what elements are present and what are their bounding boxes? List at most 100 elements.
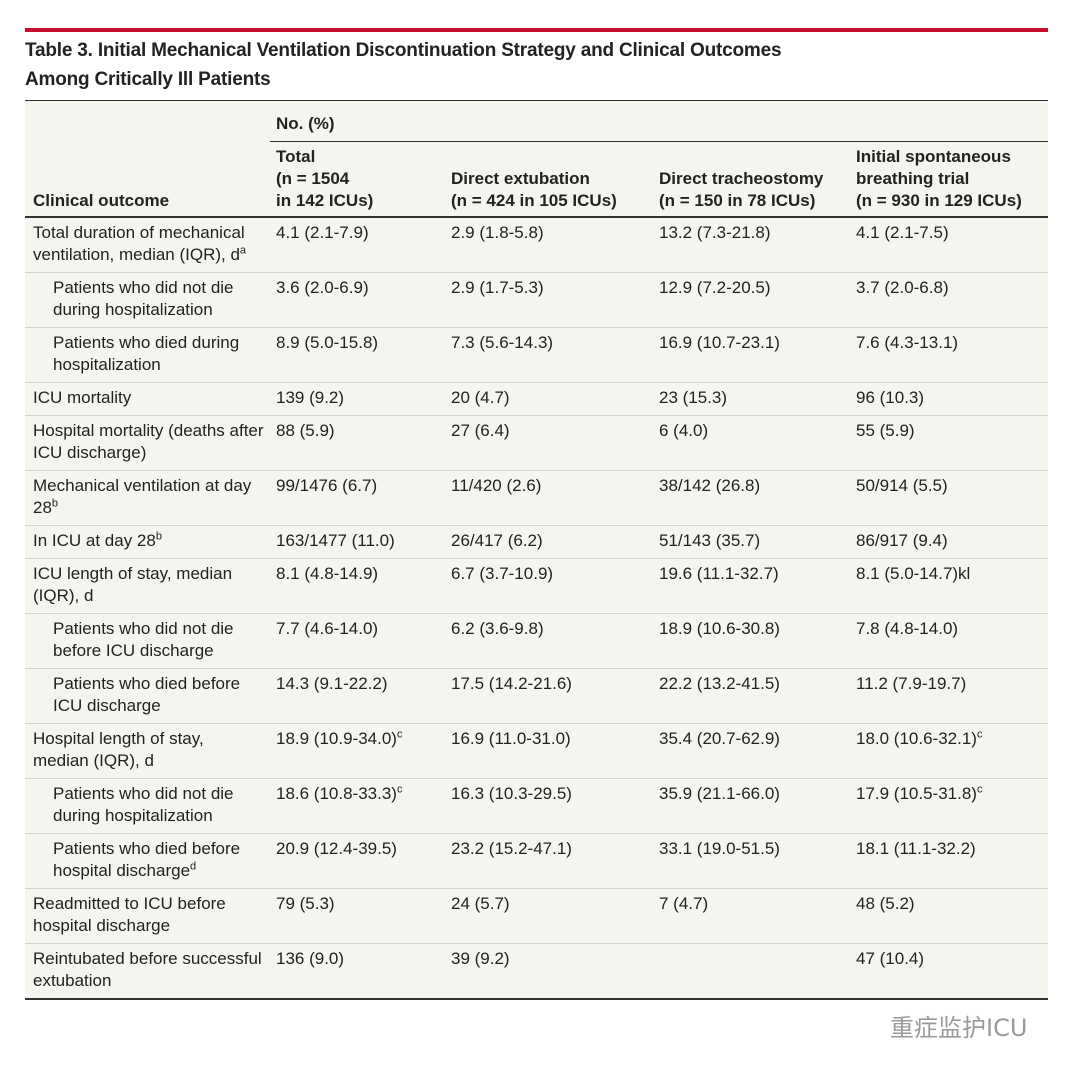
cell-text: ICU mortality xyxy=(33,388,132,407)
table-row: Hospital mortality (deaths after ICU dis… xyxy=(25,415,1049,471)
table-cell: 4.1 (2.1-7.9) xyxy=(270,216,445,273)
table-cell: 51/143 (35.7) xyxy=(653,525,850,559)
table-cell: 18.6 (10.8-33.3)c xyxy=(270,778,445,834)
table-cell: 38/142 (26.8) xyxy=(653,470,850,526)
cell-text: 14.3 (9.1-22.2) xyxy=(276,674,388,693)
cell-text: 17.5 (14.2-21.6) xyxy=(451,674,572,693)
column-header: Direct tracheostomy (n = 150 in 78 ICUs) xyxy=(653,141,850,218)
table-cell: 6.2 (3.6-9.8) xyxy=(445,613,653,669)
table-cell: 17.5 (14.2-21.6) xyxy=(445,668,653,724)
table-row: ICU mortality 139 (9.2) 20 (4.7) 23 (15.3) 9… xyxy=(25,382,1049,416)
table-row: Total duration of mechanical ventilation… xyxy=(25,216,1049,273)
table-cell: 2.9 (1.7-5.3) xyxy=(445,272,653,328)
column-header-line: (n = 424 in 105 ICUs) xyxy=(451,191,617,210)
cell-text: 16.3 (10.3-29.5) xyxy=(451,784,572,803)
cell-text: 2.9 (1.7-5.3) xyxy=(451,278,544,297)
column-header-line: Direct tracheostomy xyxy=(659,169,824,188)
cell-text: 16.9 (10.7-23.1) xyxy=(659,333,780,352)
table-cell: 8.9 (5.0-15.8) xyxy=(270,327,445,383)
table-cell: 136 (9.0) xyxy=(270,943,445,1000)
cell-text: 2.9 (1.8-5.8) xyxy=(451,223,544,242)
table-row: Patients who died before ICU discharge 14… xyxy=(25,668,1049,724)
cell-text: Patients who died during hospitalization xyxy=(53,333,240,374)
cell-text: 163/1477 (11.0) xyxy=(276,531,395,550)
table-row: Patients who died before hospital discha… xyxy=(25,833,1049,889)
header-first-col: Clinical outcome xyxy=(25,100,270,218)
table-row: Readmitted to ICU before hospital discha… xyxy=(25,888,1049,944)
table-cell: 3.6 (2.0-6.9) xyxy=(270,272,445,328)
row-label: Mechanical ventilation at day 28b xyxy=(25,470,270,526)
table-cell: 12.9 (7.2-20.5) xyxy=(653,272,850,328)
cell-text: 11/420 (2.6) xyxy=(451,476,542,495)
cell-text: 7.6 (4.3-13.1) xyxy=(856,333,959,352)
cell-text: 35.9 (21.1-66.0) xyxy=(659,784,780,803)
table-cell: 7 (4.7) xyxy=(653,888,850,944)
cell-text: Total duration of mechanical ventilation… xyxy=(33,223,245,264)
column-header-line: Initial spontaneous xyxy=(856,147,1011,166)
table-cell: 20.9 (12.4-39.5) xyxy=(270,833,445,889)
table-cell: 47 (10.4) xyxy=(850,943,1049,1000)
table-cell: 163/1477 (11.0) xyxy=(270,525,445,559)
table-cell: 7.6 (4.3-13.1) xyxy=(850,327,1049,383)
cell-text: ICU length of stay, median (IQR), d xyxy=(33,564,233,605)
cell-text: 8.1 (5.0-14.7)kl xyxy=(856,564,971,583)
cell-text: Readmitted to ICU before hospital discha… xyxy=(33,894,226,935)
row-label: Patients who did not die during hospital… xyxy=(25,272,270,328)
column-header: Initial spontaneous breathing trial (n = 9… xyxy=(850,141,1049,218)
cell-text: 6.2 (3.6-9.8) xyxy=(451,619,544,638)
table-cell: 79 (5.3) xyxy=(270,888,445,944)
table-cell: 16.9 (10.7-23.1) xyxy=(653,327,850,383)
footnote-mark: c xyxy=(396,728,403,741)
cell-text: Patients who died before ICU discharge xyxy=(53,674,241,715)
table-cell: 3.7 (2.0-6.8) xyxy=(850,272,1049,328)
column-header-line: breathing trial xyxy=(856,169,970,188)
cell-text: 20 (4.7) xyxy=(451,388,510,407)
row-label: ICU mortality xyxy=(25,382,270,416)
title-line: Among Critically Ill Patients xyxy=(25,69,271,90)
cell-text: 20.9 (12.4-39.5) xyxy=(276,839,397,858)
table-cell: 18.9 (10.6-30.8) xyxy=(653,613,850,669)
cell-text: 51/143 (35.7) xyxy=(659,531,761,550)
table-cell: 18.1 (11.1-32.2) xyxy=(850,833,1049,889)
cell-text: 6.7 (3.7-10.9) xyxy=(451,564,554,583)
table: Clinical outcome No. (%) Total (n = 1504 i… xyxy=(25,100,1049,1000)
footnote-mark: c xyxy=(976,783,983,796)
table-cell: 7.3 (5.6-14.3) xyxy=(445,327,653,383)
cell-text: 3.6 (2.0-6.9) xyxy=(276,278,369,297)
cell-text: Patients who did not die during hospital… xyxy=(53,278,234,319)
column-header-line: in 142 ICUs) xyxy=(276,191,374,210)
title-line: Table 3. Initial Mechanical Ventilation … xyxy=(25,40,782,61)
row-label: Patients who died during hospitalization xyxy=(25,327,270,383)
table-cell: 16.3 (10.3-29.5) xyxy=(445,778,653,834)
table-cell: 6 (4.0) xyxy=(653,415,850,471)
cell-text: 6 (4.0) xyxy=(659,421,709,440)
footnote-mark: b xyxy=(155,530,162,543)
cell-text: 47 (10.4) xyxy=(856,949,925,968)
footnote-mark: a xyxy=(239,244,247,257)
table-cell: 4.1 (2.1-7.5) xyxy=(850,216,1049,273)
table-cell: 16.9 (11.0-31.0) xyxy=(445,723,653,779)
cell-text: 16.9 (11.0-31.0) xyxy=(451,729,571,748)
row-label: Patients who did not die during hospital… xyxy=(25,778,270,834)
table-cell: 18.0 (10.6-32.1)c xyxy=(850,723,1049,779)
footnote-mark: c xyxy=(976,728,983,741)
title-rule xyxy=(25,28,1048,32)
cell-text: 23 (15.3) xyxy=(659,388,728,407)
cell-text: 11.2 (7.9-19.7) xyxy=(856,674,967,693)
table-cell: 23 (15.3) xyxy=(653,382,850,416)
table-cell: 35.9 (21.1-66.0) xyxy=(653,778,850,834)
table-cell: 139 (9.2) xyxy=(270,382,445,416)
cell-text: Reintubated before successful extubation xyxy=(33,949,262,990)
cell-text: 18.0 (10.6-32.1) xyxy=(856,729,977,748)
cell-text: 27 (6.4) xyxy=(451,421,510,440)
cell-text: 7.7 (4.6-14.0) xyxy=(276,619,379,638)
footnote-mark: b xyxy=(51,497,59,510)
cell-text: 7 (4.7) xyxy=(659,894,709,913)
column-header-line: (n = 930 in 129 ICUs) xyxy=(856,191,1022,210)
row-label: ICU length of stay, median (IQR), d xyxy=(25,558,270,614)
table-row: ICU length of stay, median (IQR), d 8.1 (… xyxy=(25,558,1049,614)
table-cell: 88 (5.9) xyxy=(270,415,445,471)
table-cell: 7.7 (4.6-14.0) xyxy=(270,613,445,669)
table-cell: 55 (5.9) xyxy=(850,415,1049,471)
